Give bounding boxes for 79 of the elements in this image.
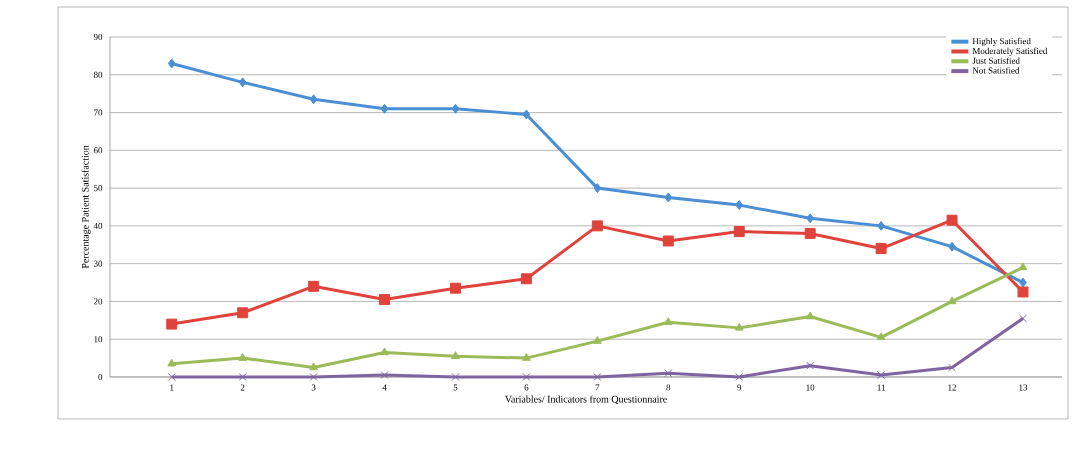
y-tick-label: 50 xyxy=(94,185,103,192)
point xyxy=(734,322,744,331)
point xyxy=(946,214,958,226)
point xyxy=(877,220,885,231)
point xyxy=(522,109,531,120)
x-tick-label: 13 xyxy=(1019,384,1028,391)
point xyxy=(948,363,957,372)
point xyxy=(663,317,673,325)
point xyxy=(804,227,816,239)
point xyxy=(592,336,602,344)
point xyxy=(451,351,460,359)
point xyxy=(735,200,744,211)
point xyxy=(309,362,318,371)
point xyxy=(664,192,673,203)
point xyxy=(806,361,815,370)
y-tick-label: 60 xyxy=(93,147,103,154)
y-tick-label: 20 xyxy=(93,298,103,305)
point xyxy=(877,371,886,380)
point xyxy=(309,372,318,382)
x-tick-label: 8 xyxy=(666,384,671,391)
point xyxy=(380,371,389,380)
x-tick-label: 2 xyxy=(240,384,245,391)
point xyxy=(238,372,247,382)
point xyxy=(237,307,249,319)
point xyxy=(520,273,532,285)
point xyxy=(167,358,177,367)
point xyxy=(593,372,602,382)
x-tick-label: 6 xyxy=(524,384,529,391)
y-axis-title: Percentage Patient Satisfaction xyxy=(81,145,91,269)
x-tick-label: 4 xyxy=(382,384,387,391)
point xyxy=(238,77,247,88)
point xyxy=(1019,277,1027,288)
point xyxy=(167,372,176,382)
y-tick-label: 70 xyxy=(94,109,103,116)
point xyxy=(238,353,248,361)
point xyxy=(735,372,744,382)
point xyxy=(875,243,887,255)
x-tick-label: 9 xyxy=(737,384,742,391)
point xyxy=(664,369,673,378)
legend-label: Highly Satisfied xyxy=(972,37,1031,47)
point xyxy=(591,220,603,232)
x-tick-label: 11 xyxy=(877,384,885,391)
legend-label: Just Satisfied xyxy=(972,57,1020,64)
point xyxy=(1018,314,1028,323)
x-tick-label: 3 xyxy=(311,384,316,391)
point xyxy=(450,282,461,294)
point xyxy=(662,235,674,247)
x-axis-title: Variables/ Indicators from Questionnaire xyxy=(504,395,667,405)
x-tick-label: 1 xyxy=(170,384,174,391)
point xyxy=(379,294,391,306)
point xyxy=(1018,262,1028,271)
point xyxy=(308,280,320,292)
point xyxy=(733,226,745,238)
x-tick-label: 10 xyxy=(806,384,815,391)
point xyxy=(948,241,956,252)
point xyxy=(806,213,815,224)
point xyxy=(876,332,886,341)
point xyxy=(522,353,531,361)
point xyxy=(166,318,178,330)
point xyxy=(451,372,460,382)
x-tick-label: 12 xyxy=(948,384,957,391)
x-tick-label: 5 xyxy=(453,384,458,391)
y-tick-label: 0 xyxy=(98,373,103,381)
legend-label: Not Satisfied xyxy=(972,67,1020,74)
x-tick-label: 7 xyxy=(595,384,600,391)
point xyxy=(1017,286,1029,298)
y-tick-label: 40 xyxy=(93,222,103,229)
legend-label: Moderately Satisfied xyxy=(972,47,1048,56)
point xyxy=(805,311,815,320)
y-tick-label: 10 xyxy=(94,336,103,343)
point xyxy=(167,58,176,69)
point xyxy=(522,372,531,382)
point xyxy=(380,347,389,356)
y-tick-label: 90 xyxy=(93,33,103,41)
point xyxy=(380,103,389,114)
point xyxy=(451,103,460,114)
y-tick-label: 80 xyxy=(93,71,103,78)
point xyxy=(309,94,318,105)
y-tick-label: 30 xyxy=(93,260,103,267)
